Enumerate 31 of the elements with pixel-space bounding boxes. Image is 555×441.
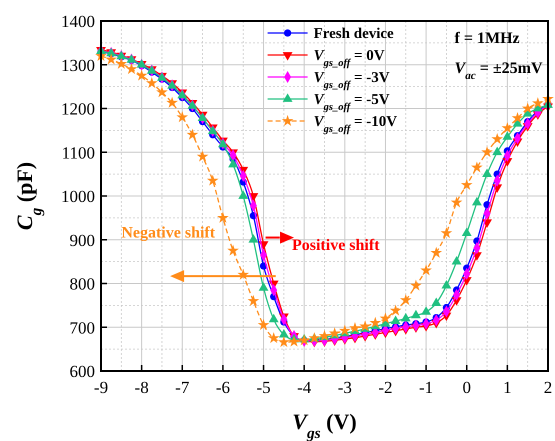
x-tick-label: -5 (256, 378, 271, 397)
x-tick-label: -4 (297, 378, 312, 397)
x-tick-label: -6 (216, 378, 230, 397)
y-tick-label: 600 (70, 362, 95, 381)
annotation: V$_{ac}$ = ±25mV (454, 60, 543, 82)
annotation: f = 1MHz (454, 30, 520, 47)
y-tick-label: 900 (70, 230, 95, 250)
y-tick-label: 1000 (61, 187, 95, 206)
annotation: Negative shift (121, 224, 216, 242)
x-tick-label: -2 (378, 378, 393, 397)
y-tick-label: 700 (70, 318, 95, 338)
annotation: Positive shift (292, 236, 380, 254)
y-tick-label: 1200 (61, 100, 95, 118)
legend-label: Fresh device (314, 26, 394, 42)
y-tick-label: 1300 (61, 56, 95, 75)
y-tick-label: 1100 (62, 143, 95, 162)
x-tick-label: -7 (175, 378, 190, 397)
legend-label: V$_{gs_off}$ = 0V (314, 48, 385, 68)
x-tick-label: -3 (338, 378, 352, 397)
x-tick-label: -8 (134, 378, 149, 397)
x-tick-label: 1 (503, 378, 512, 397)
x-tick-label: -1 (419, 378, 434, 397)
y-tick-label: 800 (70, 274, 95, 294)
legend-label: V$_{gs_off}$ = -5V (314, 92, 390, 112)
x-tick-label: 0 (462, 378, 471, 397)
x-axis-title: V$_{gs}$ (V) (292, 409, 357, 441)
x-tick-label: 2 (544, 378, 552, 397)
legend-label: V$_{gs_off}$ = -10V (314, 114, 398, 134)
legend-label: V$_{gs_off}$ = -3V (314, 70, 390, 90)
x-tick-label: -9 (94, 378, 108, 397)
y-tick-label: 1400 (61, 12, 95, 31)
